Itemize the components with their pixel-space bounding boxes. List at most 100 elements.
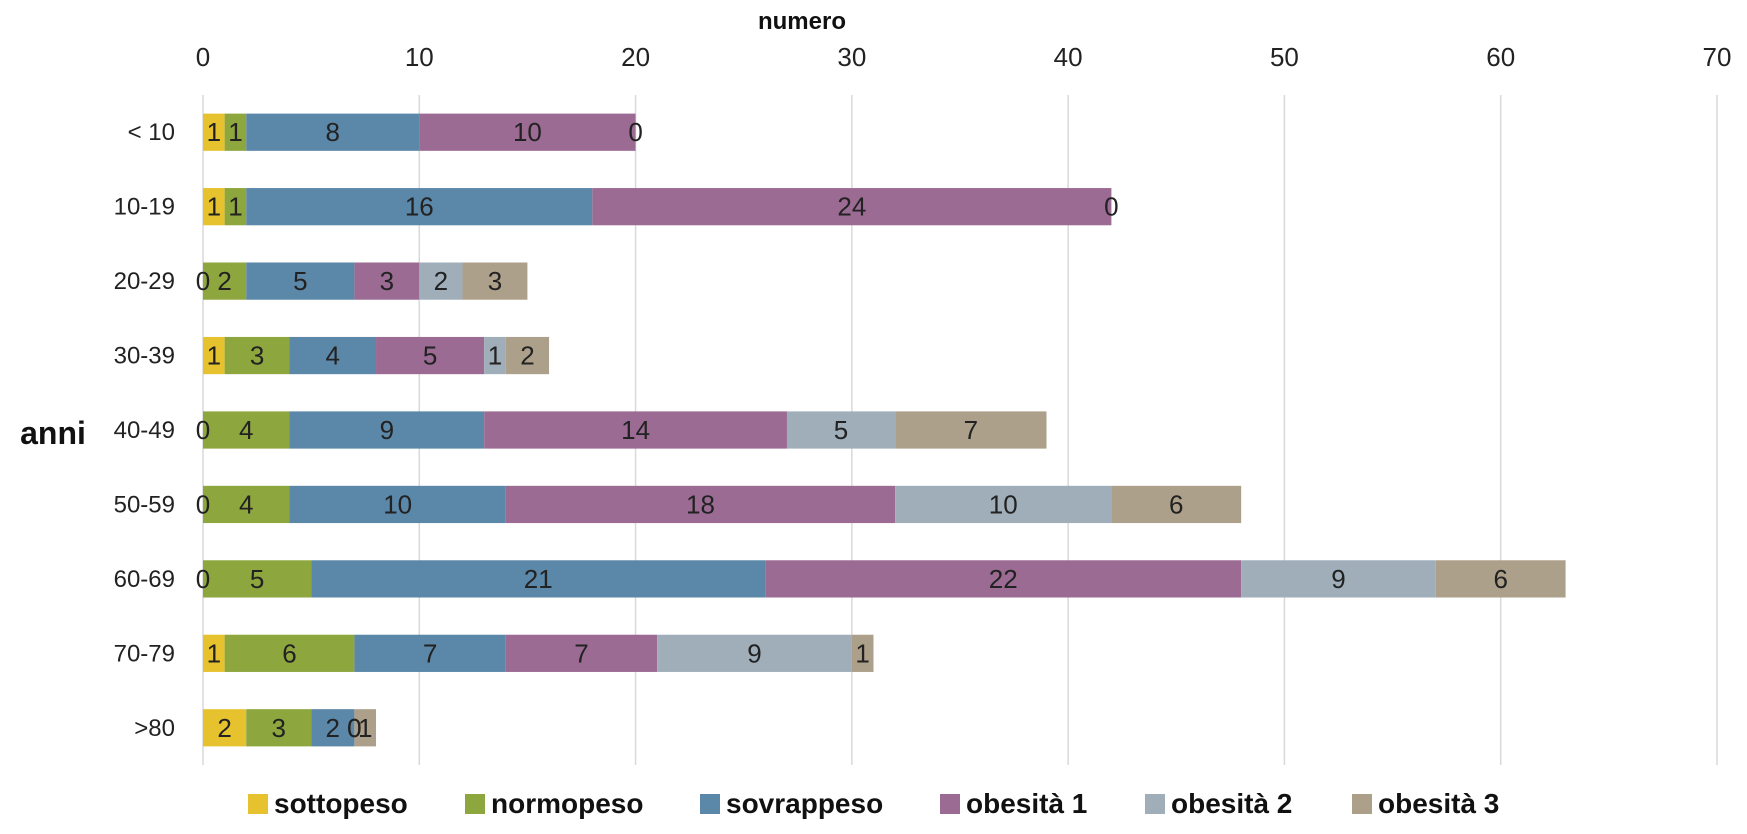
category-label: >80 — [134, 715, 175, 742]
bar-segment — [289, 485, 506, 524]
bar-segment — [246, 188, 593, 226]
bar-segment — [203, 336, 225, 375]
data-label: 2 — [326, 713, 340, 743]
bar-segment — [224, 336, 290, 375]
bar-segment — [246, 262, 355, 300]
x-tick-label: 30 — [837, 42, 866, 72]
data-label: 0 — [1104, 192, 1118, 222]
data-label: 5 — [250, 564, 264, 594]
data-label: 1 — [228, 117, 242, 147]
data-label: 2 — [434, 266, 448, 296]
data-label: 1 — [207, 638, 221, 668]
data-label: 9 — [1331, 564, 1345, 594]
bar-segment — [203, 560, 312, 598]
legend-label: normopeso — [491, 788, 643, 819]
legend-swatch — [1145, 794, 1165, 814]
data-label: 2 — [520, 341, 534, 371]
data-label: 1 — [207, 117, 221, 147]
x-tick-label: 0 — [196, 42, 210, 72]
bar-segment — [419, 262, 463, 300]
x-axis-ticks: 0 10 20 30 40 50 60 70 — [196, 42, 1732, 72]
bar-segment — [657, 634, 852, 672]
legend-label: sottopeso — [274, 788, 408, 819]
data-label: 1 — [855, 638, 869, 668]
bar-segment — [224, 113, 247, 151]
category-label: 30-39 — [114, 343, 175, 370]
data-label: 6 — [282, 638, 296, 668]
bar-segment — [1241, 560, 1436, 598]
data-label: 21 — [524, 564, 553, 594]
data-label: 2 — [217, 266, 231, 296]
bar-segment — [1111, 485, 1242, 524]
bar-segment — [203, 411, 290, 449]
data-label: 0 — [196, 489, 210, 519]
bar-segment — [354, 262, 420, 300]
data-label: 7 — [964, 415, 978, 445]
legend-swatch — [940, 794, 960, 814]
bar-segment — [203, 485, 290, 524]
bar-segment — [311, 560, 766, 598]
bar-segment — [289, 336, 377, 375]
bar-segment — [246, 113, 420, 151]
y-axis-title: anni — [20, 415, 86, 451]
bar-segment — [851, 634, 874, 672]
legend-label: obesità 3 — [1378, 788, 1499, 819]
data-label: 5 — [293, 266, 307, 296]
data-label: 1 — [488, 341, 502, 371]
bar-segment — [203, 709, 247, 747]
x-tick-label: 20 — [621, 42, 650, 72]
x-tick-label: 70 — [1703, 42, 1732, 72]
bar-segment — [505, 336, 550, 375]
data-label: 22 — [989, 564, 1018, 594]
legend-label: obesità 1 — [966, 788, 1087, 819]
legend-swatch — [465, 794, 485, 814]
data-label: 0 — [347, 713, 361, 743]
legend-label: sovrappeso — [726, 788, 883, 819]
bar-segment — [354, 709, 377, 747]
data-label: 10 — [989, 489, 1018, 519]
data-label: 5 — [834, 415, 848, 445]
data-label: 7 — [423, 638, 437, 668]
bar-segment — [895, 411, 1047, 449]
bar-segment — [203, 113, 225, 151]
data-label: 1 — [207, 192, 221, 222]
bar-segment — [246, 709, 312, 747]
x-tick-label: 10 — [405, 42, 434, 72]
category-label: < 10 — [128, 119, 175, 146]
data-label: 0 — [196, 415, 210, 445]
data-label: 16 — [405, 192, 434, 222]
data-label: 14 — [621, 415, 650, 445]
data-label: 18 — [686, 489, 715, 519]
legend-swatch — [248, 794, 268, 814]
data-label: 0 — [196, 266, 210, 296]
legend: sottopeso normopeso sovrappeso obesità 1 obe… — [248, 788, 1499, 819]
legend-swatch — [1352, 794, 1372, 814]
category-label: 20-29 — [114, 268, 175, 295]
data-label: 5 — [423, 341, 437, 371]
bar-segment — [311, 709, 355, 747]
bar-segment — [1435, 560, 1566, 598]
bar-segment — [786, 411, 896, 449]
bar-segment — [376, 336, 485, 375]
data-label: 3 — [488, 266, 502, 296]
bar-segment — [354, 634, 506, 672]
data-label: 1 — [207, 341, 221, 371]
legend-swatch — [700, 794, 720, 814]
bar-segment — [419, 113, 636, 151]
data-label: 3 — [380, 266, 394, 296]
data-label: 0 — [628, 117, 642, 147]
bar-segment — [592, 188, 1112, 226]
bar-segment — [484, 411, 787, 449]
category-label: 70-79 — [114, 640, 175, 667]
data-label: 0 — [347, 713, 361, 743]
data-label: 3 — [250, 341, 264, 371]
y-axis-categories: < 10 10-19 20-29 30-39 40-49 50-59 60-69 70-79 >… — [114, 119, 175, 742]
x-tick-label: 60 — [1486, 42, 1515, 72]
data-label: 2 — [217, 713, 231, 743]
data-label: 3 — [271, 713, 285, 743]
data-label: 4 — [326, 341, 340, 371]
data-labels: 1 1 8 10 01 1 16 24 00 2 5 3 2 31 3 4 5 1 20 4 9 14 5 70 4 10 18 10… — [196, 117, 1508, 743]
bar-segment — [203, 634, 225, 672]
